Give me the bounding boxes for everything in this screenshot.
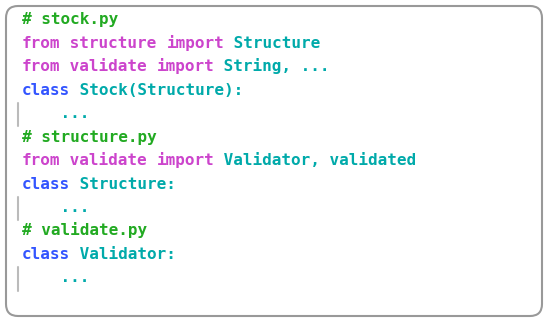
Text: import: import	[157, 58, 214, 74]
Text: Validator, validated: Validator, validated	[214, 153, 416, 168]
Text: Structure: Structure	[224, 35, 321, 51]
Text: class: class	[22, 247, 70, 262]
Text: ...: ...	[22, 200, 89, 215]
Text: validate: validate	[60, 153, 157, 168]
Text: Stock(Structure):: Stock(Structure):	[70, 82, 243, 98]
Text: ...: ...	[22, 270, 89, 286]
Text: structure: structure	[60, 35, 167, 51]
Text: # structure.py: # structure.py	[22, 129, 157, 145]
Text: String, ...: String, ...	[214, 58, 330, 74]
Text: ...: ...	[22, 106, 89, 121]
FancyBboxPatch shape	[6, 6, 542, 316]
Text: from: from	[22, 59, 60, 74]
Text: import: import	[157, 152, 214, 168]
Text: # stock.py: # stock.py	[22, 12, 118, 27]
Text: # validate.py: # validate.py	[22, 223, 147, 239]
Text: class: class	[22, 176, 70, 192]
Text: from: from	[22, 153, 60, 168]
Text: class: class	[22, 82, 70, 98]
Text: validate: validate	[60, 59, 157, 74]
Text: import: import	[167, 34, 224, 51]
Text: Validator:: Validator:	[70, 247, 176, 262]
Text: Structure:: Structure:	[70, 176, 176, 192]
Text: from: from	[22, 35, 60, 51]
